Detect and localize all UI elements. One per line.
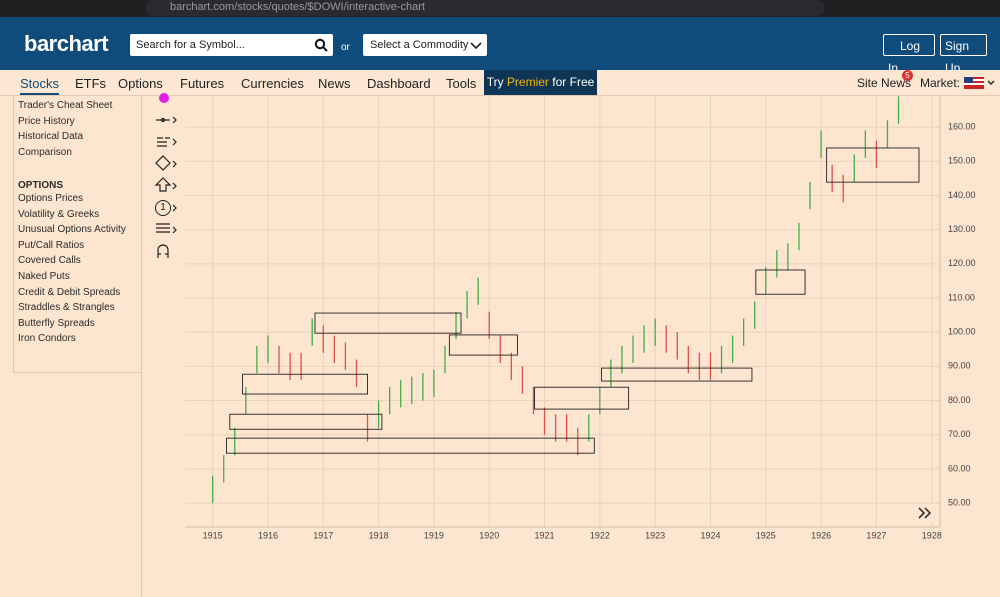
sidebar-link[interactable]: Trader's Cheat Sheet [18,100,113,111]
search-box[interactable]: Search for a Symbol... [130,34,333,56]
nav-item[interactable]: Futures [180,76,225,91]
y-tick-label: 100.00 [948,327,976,337]
nav-item[interactable]: Currencies [241,76,304,91]
chart: 50.00 60.00 70.00 80.00 90.00 100.00 110.00 120… [185,95,976,540]
x-tick-label: 1927 [866,530,886,540]
sidebar-divider [141,95,142,597]
sidebar-link[interactable]: Price History [18,115,75,127]
annotation-box [755,269,806,295]
sidebar-link[interactable]: Straddles & Strangles [18,302,115,314]
sidebar-link[interactable]: Iron Condors [18,333,76,345]
premier-try: Try [486,75,504,89]
y-tick-label: 130.00 [948,224,976,234]
site-news[interactable]: Site News [857,76,912,90]
nav-item[interactable]: Stocks [20,76,60,95]
search-icon[interactable] [314,38,328,52]
y-tick-label: 140.00 [948,190,976,200]
sidebar-link[interactable]: Butterfly Spreads [18,317,95,329]
sidebar-link[interactable]: Naked Puts [18,271,70,282]
sidebar-link[interactable]: Covered Calls [18,255,81,267]
login-text: Log In [888,39,921,75]
x-tick-label: 1919 [424,530,444,540]
y-tick-label: 150.00 [948,156,976,166]
annotation-box [534,386,630,410]
x-tick-label: 1917 [313,530,333,540]
sidebar-link[interactable]: Options Prices [18,193,84,204]
x-tick-label: 1920 [479,530,499,540]
y-tick-label: 50.00 [948,497,971,507]
y-tick-label: 90.00 [948,361,971,371]
annotation-box [448,334,518,356]
annotation-box [826,147,920,183]
x-tick-label: 1916 [258,530,278,540]
x-tick-label: 1922 [590,530,610,540]
logo[interactable]: barchart [24,31,109,56]
signup-button[interactable]: Sign Up [940,34,987,75]
nav-item[interactable]: Options [118,76,163,91]
y-tick-label: 160.00 [948,122,976,132]
nav-bar: Try Premier for Free Site News 5 Market:… [0,70,1000,96]
number-tool[interactable]: 1 [155,200,171,216]
x-tick-label: 1915 [203,530,223,540]
sidebar-link[interactable]: Volatility & Greeks [18,208,100,220]
nav-item[interactable]: Tools [446,76,477,91]
x-tick-label: 1925 [756,530,776,540]
y-tick-label: 70.00 [948,429,971,439]
x-tick-label: 1926 [811,530,831,540]
sidebar-section: OPTIONS [18,180,64,191]
sidebar-link[interactable]: Unusual Options Activity [18,224,126,236]
x-tick-label: 1918 [369,530,389,540]
nav-item[interactable]: News [318,76,351,91]
annotation-box [242,373,368,395]
nav-item[interactable]: Dashboard [367,76,431,91]
market-label[interactable]: Market: [920,76,961,90]
nav-item[interactable]: ETFs [75,76,107,91]
login-button[interactable]: Log In [883,34,935,75]
x-tick-label: 1928 [922,530,942,540]
x-tick-label: 1924 [700,530,720,540]
url[interactable]: barchart.com/stocks/quotes/$DOWI/interac… [170,1,425,13]
y-tick-label: 80.00 [948,395,971,405]
annotation-box [226,437,595,454]
tool-icons[interactable] [152,110,184,260]
y-tick-label: 120.00 [948,258,976,268]
url-box[interactable] [145,0,825,16]
x-tick-label: 1923 [645,530,665,540]
premier-free: for Free [552,75,595,89]
sidebar-link[interactable]: Historical Data [18,131,84,143]
commodity-select[interactable]: Select a Commodity [363,34,487,56]
annotation-box [229,413,383,430]
site-header: barchart Search for a Symbol... or Selec… [0,17,1000,75]
sidebar [13,95,142,373]
us-flag[interactable] [964,77,998,89]
dropdown-arrow [470,42,482,50]
browser-bar: barchart.com/stocks/quotes/$DOWI/interac… [0,0,1000,17]
premier-button[interactable]: Try Premier for Free [484,70,597,95]
y-tick-label: 60.00 [948,463,971,473]
scroll-right-button[interactable] [914,504,936,522]
sidebar-link[interactable]: Credit & Debit Spreads [18,286,121,298]
y-tick-label: 110.00 [948,292,975,302]
x-tick-label: 1921 [535,530,555,540]
sidebar-link[interactable]: Put/Call Ratios [18,239,85,251]
annotation-box [601,367,753,382]
color-tool[interactable] [159,93,169,103]
sidebar-link[interactable]: Comparison [18,147,72,159]
or-label: or [341,42,350,53]
premier-word: Premier [506,75,549,89]
annotation-box [314,312,462,334]
news-badge: 5 [902,70,913,81]
